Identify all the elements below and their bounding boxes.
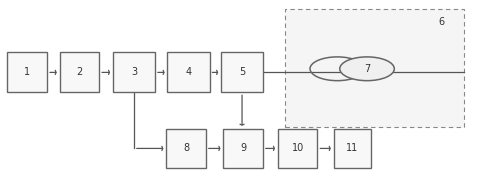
Bar — [285, 9, 464, 127]
Text: 6: 6 — [438, 17, 444, 27]
Text: 8: 8 — [183, 143, 189, 153]
Text: 10: 10 — [292, 143, 304, 153]
Text: 7: 7 — [364, 64, 370, 74]
Text: 5: 5 — [239, 67, 245, 77]
Bar — [333, 129, 371, 168]
Text: 4: 4 — [186, 67, 191, 77]
Text: 2: 2 — [76, 67, 82, 77]
Text: 9: 9 — [240, 143, 246, 153]
Bar — [113, 52, 155, 92]
Bar — [60, 52, 99, 92]
Bar — [166, 129, 206, 168]
Bar — [168, 52, 209, 92]
Bar — [7, 52, 47, 92]
Bar — [221, 52, 263, 92]
Text: 1: 1 — [24, 67, 30, 77]
Ellipse shape — [340, 57, 394, 81]
Bar — [278, 129, 317, 168]
Bar — [223, 129, 263, 168]
Text: 11: 11 — [346, 143, 358, 153]
Text: 3: 3 — [131, 67, 137, 77]
